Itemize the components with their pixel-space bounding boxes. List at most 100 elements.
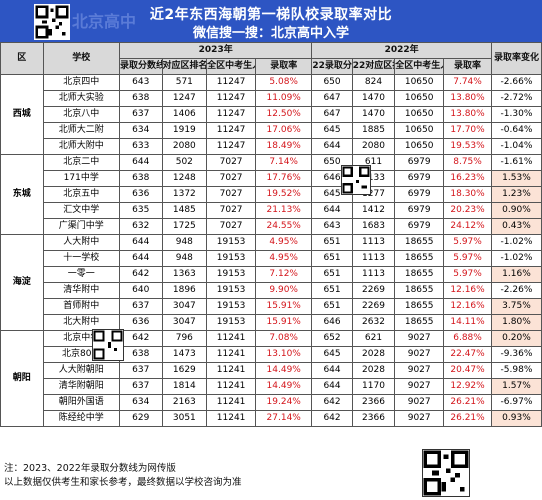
rank-2023-cell: 1473 [161, 346, 208, 363]
table-row: 东城 北京二中 644 502 7027 7.14% 650 611 6979 8.75% -1.6… [0, 154, 542, 235]
table-row: 北师大附中 633 2080 11247 18.49% 644 2080 10650 19.53… [1, 138, 542, 155]
total-2023-cell: 19153 [206, 234, 257, 251]
rate-2022-cell: 13.80% [443, 106, 492, 123]
rate-2022-cell: 5.97% [443, 266, 492, 283]
table-row: 清华附朝阳 637 1814 11241 14.49% 644 1170 9027 12.92%… [1, 378, 542, 395]
rate-2023-cell: 7.12% [255, 266, 313, 283]
table-row: 北京五中 636 1372 7027 19.52% 645 1277 6979 18.30% 1.… [1, 186, 542, 203]
rank-2023-cell: 948 [161, 250, 208, 267]
total-2023-cell: 11247 [206, 106, 257, 123]
rate-2023-cell: 27.14% [255, 410, 313, 427]
table-body: 西城 北京四中 643 571 11247 5.08% 650 824 10650 7.74% -2… [0, 74, 542, 427]
total-2022-cell: 9027 [394, 346, 445, 363]
total-2022-cell: 6979 [394, 218, 445, 235]
rate-2023-cell: 15.91% [255, 298, 313, 315]
table-row: 171中学 638 1248 7027 17.76% 646 1133 6979 16.23% 1… [1, 170, 542, 187]
rank-2022-cell: 2080 [351, 138, 396, 155]
rate-2022-cell: 18.30% [443, 186, 492, 203]
rate-change-cell: -1.02% [490, 250, 542, 267]
score-2022-cell: 642 [311, 410, 353, 427]
rank-2023-cell: 2163 [161, 394, 208, 411]
rank-2022-cell: 1113 [351, 250, 396, 267]
col-school-cell: 北京五中 [42, 186, 121, 203]
score-2023-cell: 637 [119, 106, 163, 123]
rank-2023-cell: 1725 [161, 218, 208, 235]
total-2022-cell: 18655 [394, 282, 445, 299]
rank-2022-cell: 1170 [351, 378, 396, 395]
col-school-cell: 清华附中 [42, 282, 121, 299]
rank-2023-cell: 1406 [161, 106, 208, 123]
rate-2023-cell: 17.76% [255, 170, 313, 187]
rank-2022-cell: 2028 [351, 346, 396, 363]
rank-2023-cell: 1363 [161, 266, 208, 283]
score-2022-cell: 644 [311, 378, 353, 395]
rate-2023-cell: 19.24% [255, 394, 313, 411]
table-row: 清华附中 640 1896 19153 9.90% 651 2269 18655 12.16% -… [1, 282, 542, 299]
score-2022-cell: 651 [311, 282, 353, 299]
rate-change-cell: -5.98% [490, 362, 542, 379]
rate-change-cell: -1.30% [490, 106, 542, 123]
score-2022-cell: 645 [311, 122, 353, 139]
score-2022-cell: 651 [311, 234, 353, 251]
rate-2022-cell: 12.16% [443, 282, 492, 299]
rate-2022-cell: 19.53% [443, 138, 492, 155]
col-school-cell: 北师大实验 [42, 90, 121, 107]
total-2023-cell: 11241 [206, 410, 257, 427]
rate-change-cell: 0.43% [490, 218, 542, 235]
rank-2022-cell: 1885 [351, 122, 396, 139]
total-2022-cell: 9027 [394, 394, 445, 411]
total-2023-cell: 7027 [206, 218, 257, 235]
rank-2022-cell: 824 [351, 74, 396, 91]
col-rank-2022-header: 22对应区排名 [351, 58, 396, 75]
rate-2022-cell: 5.97% [443, 250, 492, 267]
rate-2023-cell: 13.10% [255, 346, 313, 363]
col-school-cell: 广渠门中学 [42, 218, 121, 235]
rate-change-cell: 0.20% [490, 330, 542, 347]
rate-change-cell: -1.02% [490, 234, 542, 251]
rate-2022-cell: 20.47% [443, 362, 492, 379]
rate-2023-cell: 4.95% [255, 250, 313, 267]
rate-change-cell: 1.80% [490, 314, 542, 331]
rate-2023-cell: 19.52% [255, 186, 313, 203]
page-subtitle: 微信搜一搜：北京高中入学 [192, 26, 349, 41]
rate-2023-cell: 12.50% [255, 106, 313, 123]
rank-2022-cell: 2269 [351, 298, 396, 315]
rank-2023-cell: 1919 [161, 122, 208, 139]
region-cell: 朝阳 [0, 330, 44, 427]
rate-2022-cell: 13.80% [443, 90, 492, 107]
total-2022-cell: 6979 [394, 186, 445, 203]
footer-note-1: 注：2023、2022年录取分数线为网传版 [4, 463, 176, 474]
rate-2022-cell: 7.74% [443, 74, 492, 91]
footer-note-2: 以上数据仅供考生和家长参考，最终数据以学校咨询为准 [4, 477, 242, 488]
score-2023-cell: 634 [119, 122, 163, 139]
total-2023-cell: 19153 [206, 266, 257, 283]
rate-2022-cell: 20.23% [443, 202, 492, 219]
col-school-cell: 朝阳外国语 [42, 394, 121, 411]
total-2023-cell: 11247 [206, 138, 257, 155]
rate-2022-cell: 12.92% [443, 378, 492, 395]
rate-2023-cell: 15.91% [255, 314, 313, 331]
col-school-cell: 汇文中学 [42, 202, 121, 219]
col-rate-2023-header: 录取率 [255, 58, 313, 75]
rank-2022-cell: 1412 [351, 202, 396, 219]
rank-2023-cell: 1629 [161, 362, 208, 379]
total-2022-cell: 18655 [394, 250, 445, 267]
rank-2023-cell: 1247 [161, 90, 208, 107]
total-2023-cell: 7027 [206, 186, 257, 203]
col-total-2022-header: 全区中考生人数 [394, 58, 445, 75]
score-2023-cell: 637 [119, 298, 163, 315]
col-school-cell: 清华附朝阳 [42, 378, 121, 395]
rank-2023-cell: 1814 [161, 378, 208, 395]
rate-2022-cell: 26.21% [443, 394, 492, 411]
table-row: 海淀 人大附中 644 948 19153 4.95% 651 1113 18655 5.97% -… [0, 234, 542, 331]
total-2022-cell: 9027 [394, 330, 445, 347]
table-row: 北京80中 638 1473 11241 13.10% 645 2028 9027 22.47%… [1, 346, 542, 363]
rate-2022-cell: 5.97% [443, 234, 492, 251]
score-2023-cell: 638 [119, 346, 163, 363]
rank-2023-cell: 1248 [161, 170, 208, 187]
col-school-cell: 陈经纶中学 [42, 410, 121, 427]
table-row: 朝阳外国语 634 2163 11241 19.24% 642 2366 9027 26.21%… [1, 394, 542, 411]
total-2023-cell: 19153 [206, 250, 257, 267]
score-2022-cell: 645 [311, 346, 353, 363]
rate-2022-cell: 26.21% [443, 410, 492, 427]
